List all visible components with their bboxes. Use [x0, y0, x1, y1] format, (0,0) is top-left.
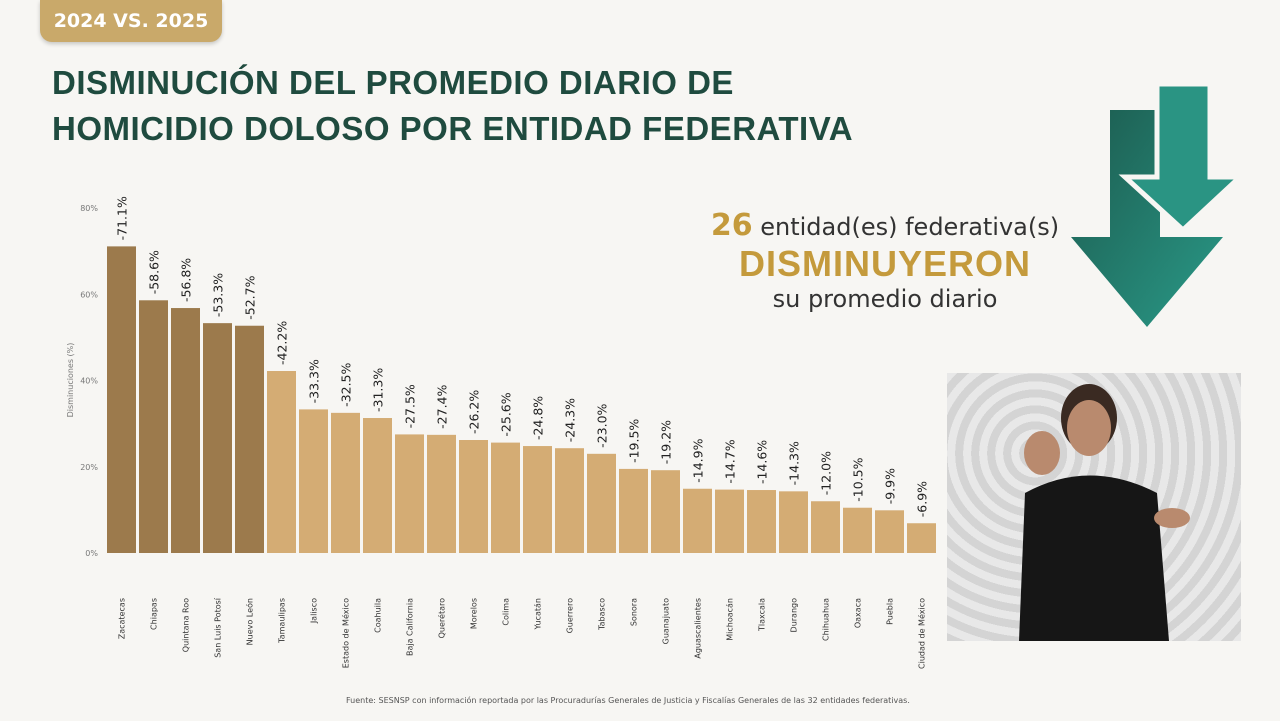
bar [619, 468, 648, 553]
bar [235, 325, 264, 553]
data-label: -23.0% [595, 403, 610, 447]
data-label: -9.9% [883, 468, 898, 504]
sign-language-interpreter-video [947, 373, 1241, 641]
data-label: -31.3% [371, 368, 386, 412]
bar [747, 490, 776, 553]
data-label: -27.5% [403, 384, 418, 428]
category-label: Querétaro [437, 598, 447, 638]
category-label: Chiapas [150, 598, 159, 630]
bar [651, 470, 680, 553]
data-label: -6.9% [915, 481, 930, 517]
bar [587, 453, 616, 553]
y-tick-label: 0% [85, 549, 98, 558]
y-tick-label: 40% [80, 377, 98, 386]
bar [459, 440, 488, 553]
count: 26 [710, 208, 753, 243]
category-label: Quintana Roo [182, 598, 191, 652]
data-label: -32.5% [339, 363, 354, 407]
y-tick-label: 80% [80, 204, 98, 213]
callout-text-3: su promedio diario [772, 285, 998, 313]
data-label: -58.6% [147, 250, 162, 294]
summary-callout: 26 entidad(es) federativa(s) DISMINUYERO… [700, 208, 1070, 313]
bar [395, 434, 424, 553]
bar [811, 501, 840, 553]
data-label: -24.8% [531, 396, 546, 440]
data-label: -42.2% [275, 321, 290, 365]
data-label: -19.2% [659, 420, 674, 464]
bar [491, 442, 520, 553]
data-label: -10.5% [851, 457, 866, 501]
bar [555, 448, 584, 553]
bar [427, 434, 456, 553]
bar [843, 507, 872, 553]
bar [203, 323, 232, 553]
title-line-1: DISMINUCIÓN DEL PROMEDIO DIARIO DE [52, 64, 734, 101]
bar [907, 523, 936, 553]
data-label: -19.5% [627, 419, 642, 463]
category-label: Colima [502, 598, 511, 626]
category-label: Baja California [406, 598, 415, 656]
bar [683, 488, 712, 553]
category-label: San Luis Potosí [214, 597, 223, 658]
category-label: Ciudad de México [917, 598, 927, 669]
y-axis-label: Disminuciones (%) [66, 343, 75, 418]
data-label: -14.7% [723, 439, 738, 483]
category-label: Nuevo León [245, 598, 255, 645]
bar [107, 246, 136, 553]
category-label: Durango [790, 598, 799, 633]
data-label: -14.3% [787, 441, 802, 485]
category-label: Coahuila [374, 598, 383, 633]
data-label: -27.4% [435, 384, 450, 428]
bar [171, 308, 200, 553]
data-label: -26.2% [467, 390, 482, 434]
category-label: Michoacán [726, 598, 735, 641]
data-label: -25.6% [499, 392, 514, 436]
data-label: -56.8% [179, 258, 194, 302]
callout-text-1: entidad(es) federativa(s) [760, 213, 1060, 241]
data-label: -71.1% [115, 196, 130, 240]
bar [267, 371, 296, 553]
callout-text-2: DISMINUYERON [738, 243, 1032, 284]
bar [139, 300, 168, 553]
bar [523, 446, 552, 553]
data-label: -24.3% [563, 398, 578, 442]
category-label: Tabasco [598, 598, 607, 631]
down-arrow-icon [1071, 82, 1245, 327]
category-label: Tamaulipas [278, 598, 287, 644]
category-label: Chihuahua [822, 598, 831, 641]
category-label: Aguascalientes [694, 598, 703, 659]
category-label: Guanajuato [662, 598, 671, 644]
category-label: Tlaxcala [758, 598, 767, 632]
title-line-2: HOMICIDIO DOLOSO POR ENTIDAD FEDERATIVA [52, 110, 854, 147]
page-title: DISMINUCIÓN DEL PROMEDIO DIARIO DE HOMIC… [52, 60, 853, 152]
bar [299, 409, 328, 553]
bar [363, 418, 392, 553]
category-label: Sonora [630, 598, 639, 626]
data-label: -14.6% [755, 440, 770, 484]
data-label: -12.0% [819, 451, 834, 495]
bar [331, 412, 360, 553]
bar [875, 510, 904, 553]
year-badge: 2024 VS. 2025 [40, 0, 222, 42]
category-label: Zacatecas [118, 598, 127, 639]
category-label: Puebla [886, 598, 895, 625]
data-label: -33.3% [307, 359, 322, 403]
category-label: Jalisco [310, 598, 319, 624]
category-label: Morelos [470, 598, 479, 629]
source-note: Fuente: SESNSP con información reportada… [346, 696, 910, 705]
bar [715, 489, 744, 553]
y-tick-label: 60% [80, 290, 98, 299]
data-label: -53.3% [211, 273, 226, 317]
data-label: -14.9% [691, 438, 706, 482]
bar [779, 491, 808, 553]
data-label: -52.7% [243, 275, 258, 319]
category-label: Oaxaca [854, 598, 863, 628]
y-tick-label: 20% [80, 463, 98, 472]
category-label: Estado de México [341, 598, 351, 668]
category-label: Yucatán [534, 598, 543, 630]
category-label: Guerrero [566, 598, 575, 633]
